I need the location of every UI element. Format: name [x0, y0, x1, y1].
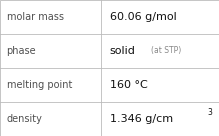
Text: 1.346 g/cm: 1.346 g/cm [110, 114, 173, 124]
Text: density: density [7, 114, 42, 124]
Text: solid: solid [110, 46, 135, 56]
Text: (at STP): (at STP) [151, 47, 181, 55]
Text: phase: phase [7, 46, 36, 56]
Text: molar mass: molar mass [7, 12, 64, 22]
Text: melting point: melting point [7, 80, 72, 90]
Text: 160 °C: 160 °C [110, 80, 147, 90]
Text: 3: 3 [207, 108, 212, 117]
Text: 60.06 g/mol: 60.06 g/mol [110, 12, 176, 22]
